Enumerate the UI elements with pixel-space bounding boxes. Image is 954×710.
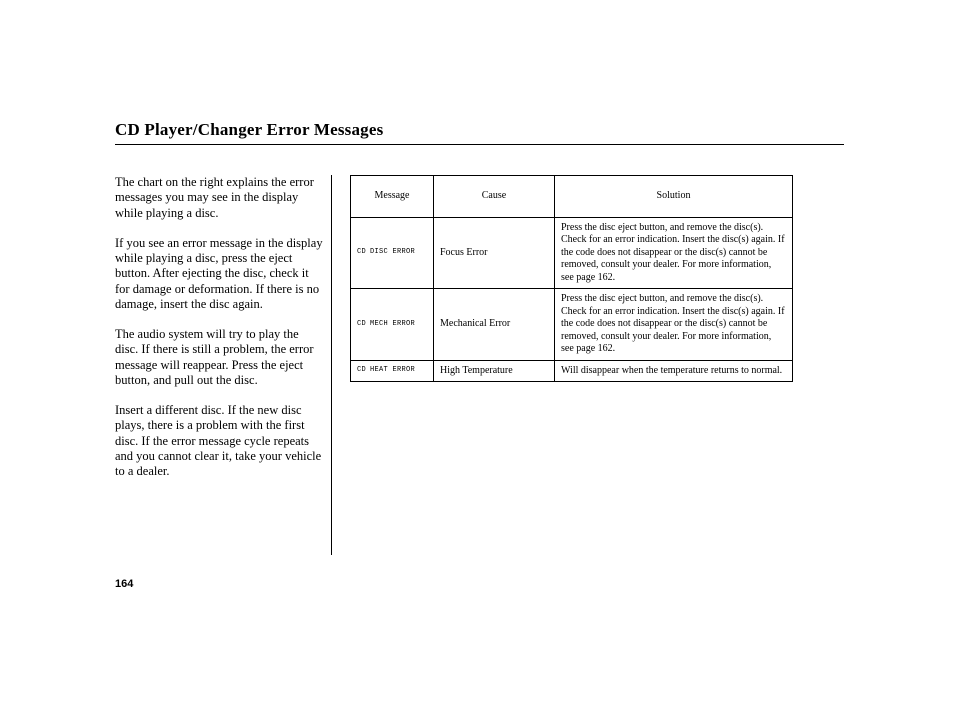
page-number: 164 <box>115 578 133 590</box>
cell-message: CD MECH ERROR <box>351 289 434 361</box>
table-row: CD HEAT ERROR High Temperature Will disap… <box>351 360 793 382</box>
cell-cause: Focus Error <box>434 217 555 289</box>
table-row: CD MECH ERROR Mechanical Error Press the … <box>351 289 793 361</box>
message-prefix: CD <box>357 248 366 256</box>
page-title: CD Player/Changer Error Messages <box>115 120 844 140</box>
title-divider <box>115 144 844 145</box>
message-code: HEAT ERROR <box>370 366 415 374</box>
cell-solution: Press the disc eject button, and remove … <box>555 289 793 361</box>
table-row: CD DISC ERROR Focus Error Press the disc … <box>351 217 793 289</box>
table-column: Message Cause Solution CD DISC ERROR Focu… <box>332 175 793 382</box>
body-paragraph: Insert a different disc. If the new disc… <box>115 403 323 479</box>
body-paragraph: If you see an error message in the displ… <box>115 236 323 312</box>
cell-message: CD HEAT ERROR <box>351 360 434 382</box>
message-code: MECH ERROR <box>370 320 415 328</box>
col-header-solution: Solution <box>555 176 793 218</box>
message-code: DISC ERROR <box>370 248 415 256</box>
table-header-row: Message Cause Solution <box>351 176 793 218</box>
manual-page: CD Player/Changer Error Messages The cha… <box>0 0 954 710</box>
message-prefix: CD <box>357 366 366 374</box>
body-paragraph: The chart on the right explains the erro… <box>115 175 323 221</box>
body-text-column: The chart on the right explains the erro… <box>115 175 332 555</box>
error-messages-table: Message Cause Solution CD DISC ERROR Focu… <box>350 175 793 382</box>
message-prefix: CD <box>357 320 366 328</box>
col-header-message: Message <box>351 176 434 218</box>
cell-solution: Press the disc eject button, and remove … <box>555 217 793 289</box>
body-paragraph: The audio system will try to play the di… <box>115 327 323 388</box>
cell-message: CD DISC ERROR <box>351 217 434 289</box>
cell-cause: Mechanical Error <box>434 289 555 361</box>
content-columns: The chart on the right explains the erro… <box>115 175 844 555</box>
cell-cause: High Temperature <box>434 360 555 382</box>
col-header-cause: Cause <box>434 176 555 218</box>
cell-solution: Will disappear when the temperature retu… <box>555 360 793 382</box>
